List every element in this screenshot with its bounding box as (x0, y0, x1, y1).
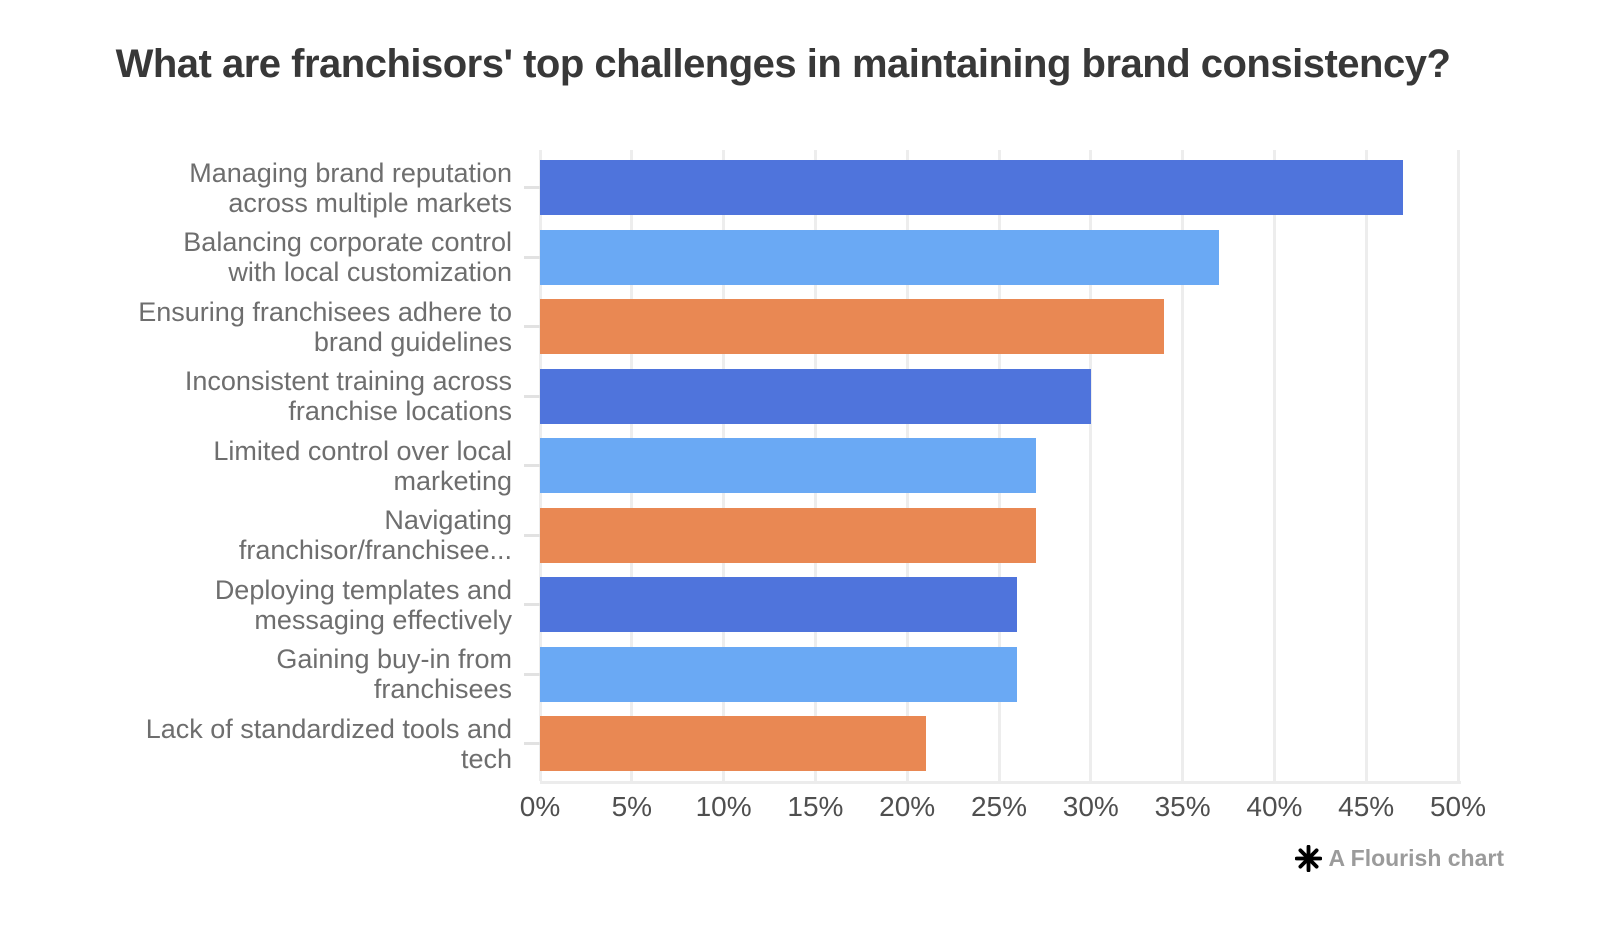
bar (540, 646, 1018, 702)
category-label: Inconsistent training across franchise lo… (184, 366, 512, 426)
y-axis-tick (524, 255, 540, 259)
chart-title: What are franchisors' top challenges in … (115, 42, 1451, 86)
category-label: Lack of standardized tools and tech (145, 713, 512, 774)
category-label: Navigating franchisor/franchisee... (238, 505, 512, 565)
category-axis: Managing brand reputation across multiple… (0, 150, 526, 781)
y-axis-tick (524, 186, 540, 189)
category-label: Managing brand reputation across multiple… (189, 157, 512, 218)
gridline-30% (1089, 150, 1093, 781)
x-axis-tick-label: 30% (1062, 791, 1119, 822)
x-axis-tick-label: 5% (611, 791, 653, 822)
category-label: Deploying templates and messaging effecti… (214, 574, 512, 635)
x-axis-tick-label: 15% (787, 791, 844, 822)
footer-credit-label: A Flourish chart (1328, 845, 1505, 871)
x-axis-line (540, 781, 1461, 784)
x-axis-tick-label: 0% (519, 791, 561, 822)
y-axis-tick (524, 742, 540, 745)
bar (540, 438, 1036, 493)
x-axis-tick-label: 10% (695, 791, 752, 822)
x-axis-tick-label: 50% (1429, 791, 1487, 822)
x-axis-tick-label: 45% (1338, 791, 1395, 822)
gridline-45% (1364, 150, 1368, 781)
flourish-credit-link[interactable]: A Flourish chart (1294, 845, 1505, 872)
bar (540, 160, 1403, 215)
category-label: Balancing corporate control with local cu… (183, 227, 512, 287)
gridline-35% (1181, 150, 1185, 781)
bar (540, 229, 1220, 285)
y-axis-tick (524, 464, 540, 467)
category-label: Ensuring franchisees adhere to brand guid… (138, 296, 512, 357)
flourish-logo-icon (1294, 845, 1322, 872)
bar (540, 577, 1018, 632)
gridline-40% (1272, 150, 1276, 781)
y-axis-tick (524, 533, 540, 537)
gridline-50% (1456, 150, 1460, 781)
y-axis-tick (524, 672, 540, 676)
plot-area: 0% 5% 10% 15% 20% 25% 30% 35% 40% 45% 50% (520, 150, 1486, 822)
category-label: Limited control over local marketing (213, 435, 512, 496)
x-axis-tick-label: 20% (879, 791, 936, 822)
bar (540, 368, 1091, 424)
bar (540, 507, 1036, 563)
y-axis-tick (524, 325, 540, 328)
bar (540, 299, 1165, 354)
y-axis-tick (524, 603, 540, 606)
x-axis-tick-label: 40% (1246, 791, 1303, 822)
x-axis-tick-label: 25% (970, 791, 1028, 822)
bar (540, 716, 926, 771)
x-axis-tick-label: 35% (1154, 791, 1211, 822)
category-label: Gaining buy-in from franchisees (276, 644, 512, 704)
y-axis-tick (524, 394, 540, 398)
